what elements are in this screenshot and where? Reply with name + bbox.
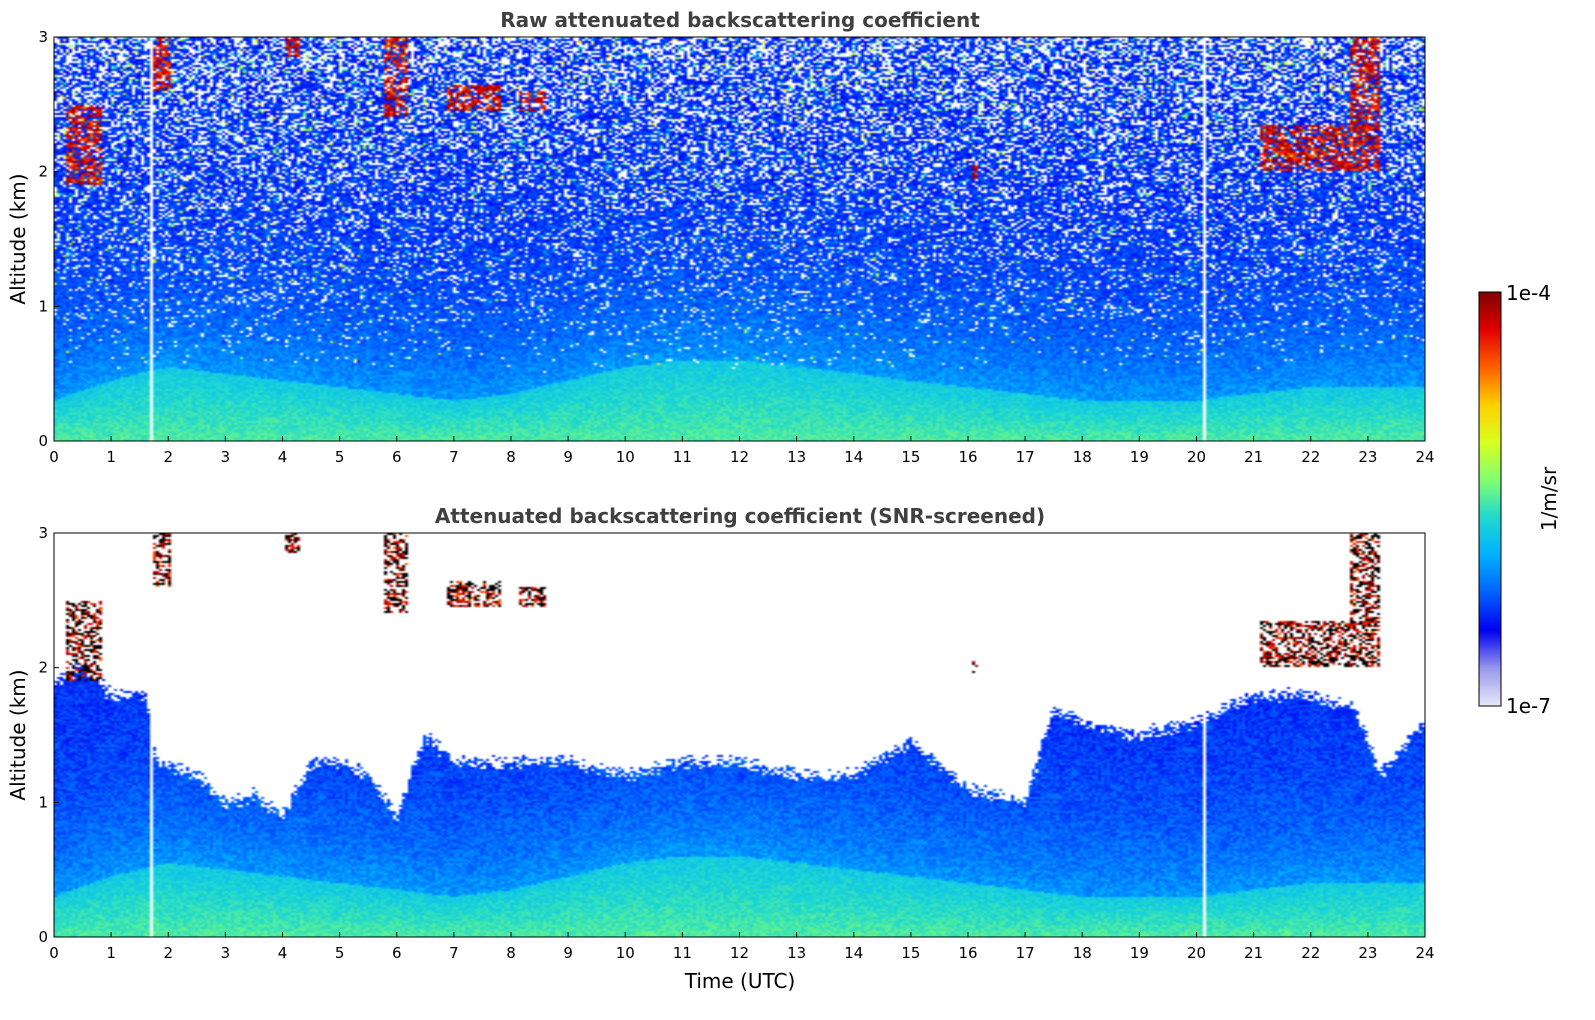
x-tick-label: 17 <box>1016 448 1035 466</box>
x-tick-label: 21 <box>1244 944 1263 962</box>
x-tick-label: 7 <box>449 448 459 466</box>
x-tick-label: 7 <box>449 944 459 962</box>
colorbar-min-label: 1e-7 <box>1506 694 1551 718</box>
x-tick-label: 13 <box>787 944 806 962</box>
x-tick-label: 23 <box>1358 448 1377 466</box>
x-tick-label: 12 <box>730 944 749 962</box>
x-tick-label: 18 <box>1073 448 1092 466</box>
x-tick-label: 8 <box>506 944 516 962</box>
colorbar-gradient <box>1478 291 1502 707</box>
x-tick-label: 10 <box>616 448 635 466</box>
x-tick-label: 11 <box>673 944 692 962</box>
x-tick-label: 3 <box>221 944 231 962</box>
colorbar-label: 1/m/sr <box>1537 466 1561 531</box>
x-tick-label: 15 <box>901 448 920 466</box>
x-tick-label: 9 <box>563 944 573 962</box>
x-tick-label: 17 <box>1016 944 1035 962</box>
x-tick-label: 11 <box>673 448 692 466</box>
x-tick-label: 13 <box>787 448 806 466</box>
x-tick-label: 21 <box>1244 448 1263 466</box>
x-axis-label: Time (UTC) <box>684 969 796 993</box>
x-tick-label: 10 <box>616 944 635 962</box>
x-tick-label: 6 <box>392 944 402 962</box>
x-tick-label: 1 <box>106 448 116 466</box>
colorbar-max-label: 1e-4 <box>1506 281 1551 305</box>
x-tick-label: 5 <box>335 944 345 962</box>
x-tick-label: 16 <box>958 448 977 466</box>
y-axis-label: Altitude (km) <box>6 669 30 800</box>
y-tick-label: 1 <box>38 793 48 811</box>
y-tick-label: 1 <box>38 297 48 315</box>
x-tick-label: 15 <box>901 944 920 962</box>
x-tick-label: 9 <box>563 448 573 466</box>
x-tick-label: 8 <box>506 448 516 466</box>
y-tick-label: 3 <box>38 524 48 542</box>
x-tick-label: 1 <box>106 944 116 962</box>
y-axis: 0 1 2 3 <box>38 28 59 450</box>
x-tick-label: 2 <box>163 944 173 962</box>
x-tick-label: 0 <box>49 944 59 962</box>
x-axis: 0 1 2 3 4 5 6 7 8 9 10 11 12 13 14 15 16 17 18 19 20 21 22 23 24 <box>49 436 1435 466</box>
x-tick-label: 4 <box>278 944 288 962</box>
x-tick-label: 20 <box>1187 944 1206 962</box>
x-tick-label: 20 <box>1187 448 1206 466</box>
x-tick-label: 2 <box>163 448 173 466</box>
y-axis-label: Altitude (km) <box>6 173 30 304</box>
backscatter-heatmap-screened <box>54 533 1425 937</box>
x-tick-label: 23 <box>1358 944 1377 962</box>
x-tick-label: 6 <box>392 448 402 466</box>
x-tick-label: 14 <box>844 448 863 466</box>
x-tick-label: 14 <box>844 944 863 962</box>
backscatter-heatmap-raw <box>54 37 1425 441</box>
y-tick-label: 0 <box>38 928 48 946</box>
y-tick-label: 3 <box>38 28 48 46</box>
x-tick-label: 19 <box>1130 944 1149 962</box>
panel-raw: Raw attenuated backscattering coefficien… <box>6 8 1435 466</box>
x-axis: 0 1 2 3 4 5 6 7 8 9 10 11 12 13 14 15 16 17 18 19 20 21 22 23 24 <box>49 932 1435 962</box>
x-tick-label: 24 <box>1415 944 1434 962</box>
x-tick-label: 16 <box>958 944 977 962</box>
x-tick-label: 5 <box>335 448 345 466</box>
x-tick-label: 4 <box>278 448 288 466</box>
x-tick-label: 19 <box>1130 448 1149 466</box>
panel-snr-screened: Attenuated backscattering coefficient (S… <box>6 504 1435 993</box>
colorbar: 1e-4 1e-7 1/m/sr <box>1478 281 1561 718</box>
x-tick-label: 24 <box>1415 448 1434 466</box>
x-tick-label: 22 <box>1301 448 1320 466</box>
x-tick-label: 0 <box>49 448 59 466</box>
x-tick-label: 3 <box>221 448 231 466</box>
x-tick-label: 18 <box>1073 944 1092 962</box>
chart-title: Attenuated backscattering coefficient (S… <box>435 504 1045 528</box>
chart-title: Raw attenuated backscattering coefficien… <box>500 8 980 32</box>
x-tick-label: 22 <box>1301 944 1320 962</box>
y-axis: 0 1 2 3 <box>38 524 59 946</box>
y-tick-label: 2 <box>38 163 48 181</box>
y-tick-label: 0 <box>38 432 48 450</box>
x-tick-label: 12 <box>730 448 749 466</box>
y-tick-label: 2 <box>38 659 48 677</box>
